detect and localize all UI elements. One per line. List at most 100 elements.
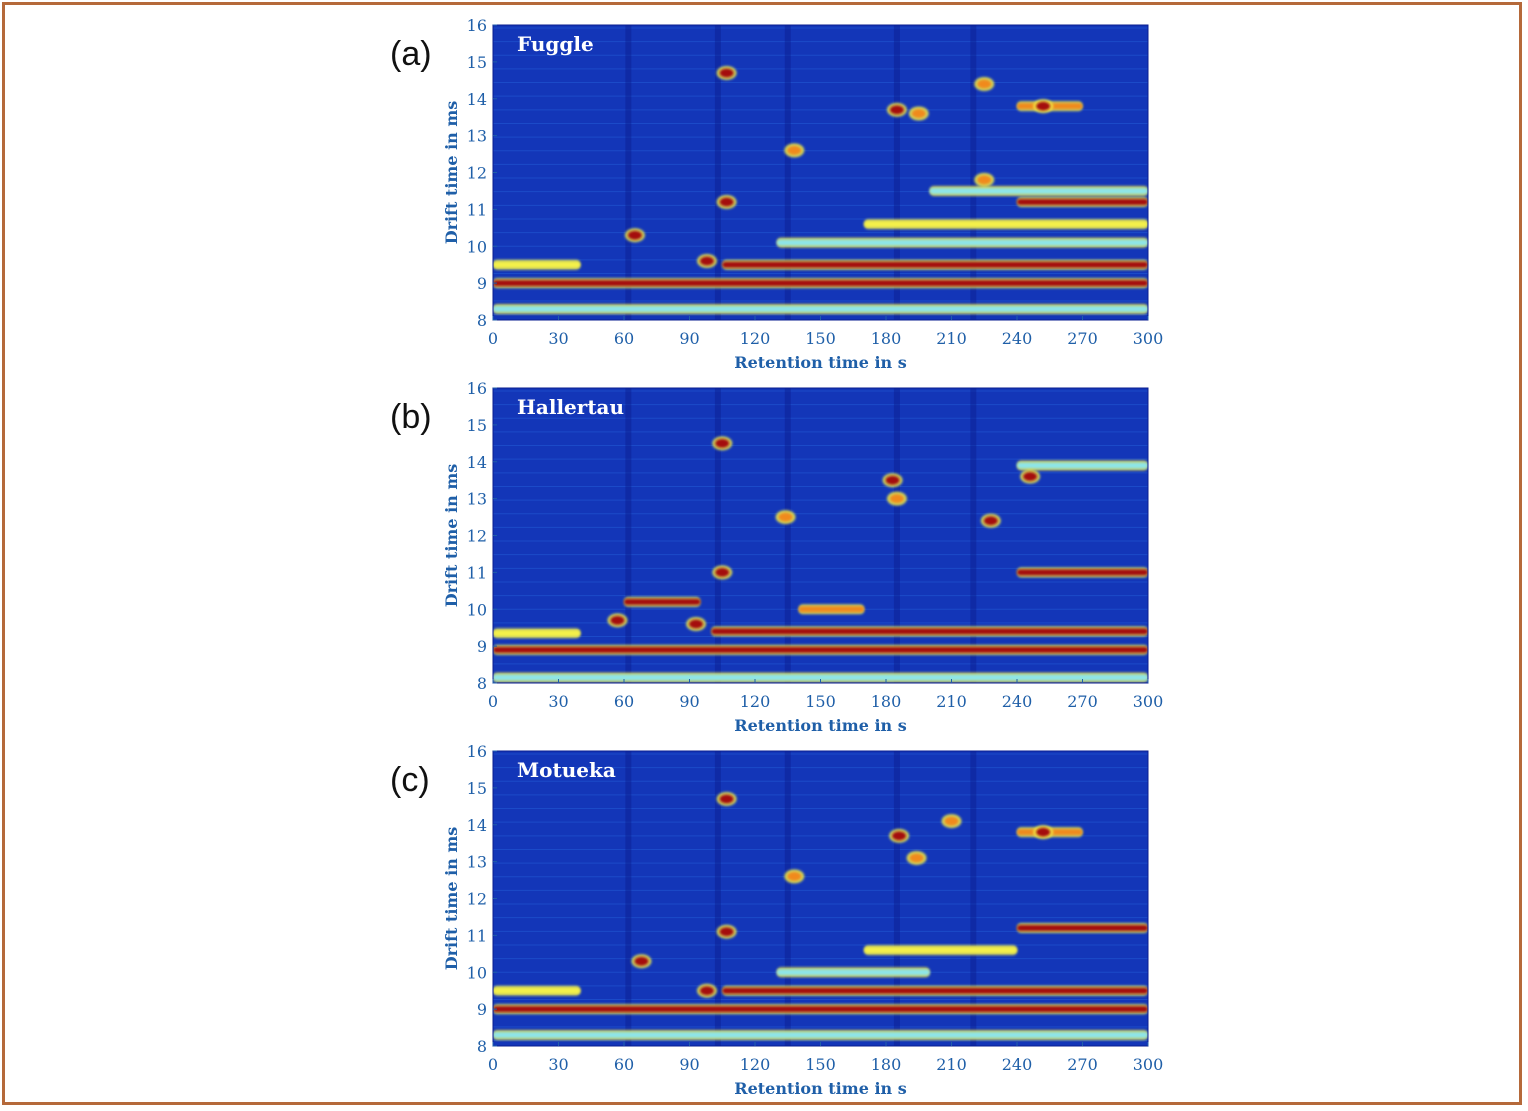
trough-column xyxy=(714,25,721,320)
x-tick-label: 60 xyxy=(614,1055,634,1074)
y-tick-label: 10 xyxy=(467,600,487,619)
x-tick-label: 60 xyxy=(614,329,634,348)
y-tick-label: 11 xyxy=(467,200,487,219)
y-tick-label: 15 xyxy=(467,779,487,798)
x-tick-label: 90 xyxy=(679,1055,699,1074)
x-tick-label: 150 xyxy=(805,692,836,711)
x-tick-label: 240 xyxy=(1002,1055,1033,1074)
trough-column xyxy=(893,25,900,320)
y-tick-label: 11 xyxy=(467,926,487,945)
y-tick-label: 9 xyxy=(477,274,487,293)
y-tick-label: 14 xyxy=(467,453,487,472)
x-tick-label: 60 xyxy=(614,692,634,711)
band-mark xyxy=(776,969,930,976)
band-mark xyxy=(722,987,1148,994)
panel-label: (a) xyxy=(390,35,432,73)
peak-mark xyxy=(977,175,992,185)
x-tick-label: 150 xyxy=(805,1055,836,1074)
x-tick-label: 270 xyxy=(1067,1055,1098,1074)
band-mark xyxy=(493,674,1148,681)
band-mark xyxy=(1017,925,1148,931)
band-mark xyxy=(864,947,1017,954)
chart-panel-3: 0 30 60 90 120 150 180 210 240 270 300 8 9 10 11 12 13 14… xyxy=(390,742,1163,1098)
peak-mark xyxy=(689,619,704,629)
x-axis-title: Retention time in s xyxy=(734,1079,906,1098)
trough-column xyxy=(714,751,721,1046)
y-tick-label: 8 xyxy=(477,674,487,693)
peak-mark xyxy=(911,109,926,118)
band-mark xyxy=(493,1006,1148,1013)
x-tick-label: 240 xyxy=(1002,692,1033,711)
x-tick-label: 180 xyxy=(871,329,902,348)
peak-mark xyxy=(787,871,802,881)
y-tick-label: 9 xyxy=(477,1000,487,1019)
y-tick-label: 9 xyxy=(477,637,487,656)
trough-column xyxy=(970,388,977,683)
y-tick-label: 10 xyxy=(467,963,487,982)
peak-mark xyxy=(889,105,904,115)
panel-label: (c) xyxy=(390,761,430,799)
x-tick-label: 120 xyxy=(740,1055,771,1074)
trough-column xyxy=(970,25,977,320)
x-tick-label: 180 xyxy=(871,1055,902,1074)
y-axis-title: Drift time in ms xyxy=(442,464,461,608)
x-axis-title: Retention time in s xyxy=(734,716,906,735)
trough-column xyxy=(784,751,791,1046)
x-tick-label: 120 xyxy=(740,692,771,711)
x-tick-label: 30 xyxy=(548,692,568,711)
peak-mark xyxy=(1023,472,1038,481)
y-tick-label: 16 xyxy=(467,16,487,35)
trough-column xyxy=(714,388,721,683)
peak-mark xyxy=(778,512,793,522)
peak-mark xyxy=(627,230,642,240)
trough-column xyxy=(784,25,791,320)
y-tick-label: 12 xyxy=(467,890,487,909)
band-mark xyxy=(493,630,581,637)
peak-mark xyxy=(719,197,734,207)
peak-mark xyxy=(719,794,734,804)
x-tick-label: 210 xyxy=(936,692,967,711)
peak-mark xyxy=(699,256,714,266)
chart-panel-2: 0 30 60 90 120 150 180 210 240 270 300 8 9 10 11 12 13 14… xyxy=(390,379,1163,735)
band-mark xyxy=(776,239,1148,246)
x-tick-label: 0 xyxy=(488,329,498,348)
y-tick-label: 8 xyxy=(477,311,487,330)
band-mark xyxy=(798,606,865,613)
trough-column xyxy=(625,751,632,1046)
band-mark xyxy=(929,187,1148,194)
y-tick-label: 16 xyxy=(467,742,487,761)
peak-mark xyxy=(892,831,907,841)
plot-area xyxy=(493,751,1148,1046)
trough-column xyxy=(625,25,632,320)
trough-column xyxy=(893,751,900,1046)
chart-title: Hallertau xyxy=(517,395,624,419)
trough-column xyxy=(625,388,632,683)
y-tick-label: 15 xyxy=(467,416,487,435)
y-tick-label: 14 xyxy=(467,816,487,835)
x-axis-title: Retention time in s xyxy=(734,353,906,372)
band-mark xyxy=(493,305,1148,312)
peak-mark xyxy=(787,145,802,155)
band-mark xyxy=(1017,462,1148,469)
peak-mark xyxy=(699,986,714,996)
x-tick-label: 300 xyxy=(1133,692,1164,711)
peak-mark xyxy=(889,494,904,504)
peak-mark xyxy=(885,475,900,485)
x-tick-label: 120 xyxy=(740,329,771,348)
y-tick-label: 8 xyxy=(477,1037,487,1056)
x-tick-label: 270 xyxy=(1067,692,1098,711)
y-tick-label: 11 xyxy=(467,563,487,582)
band-mark xyxy=(624,598,701,605)
x-tick-label: 0 xyxy=(488,692,498,711)
y-tick-label: 16 xyxy=(467,379,487,398)
band-mark xyxy=(722,261,1148,268)
x-tick-label: 240 xyxy=(1002,329,1033,348)
peak-mark xyxy=(610,615,625,625)
y-tick-label: 13 xyxy=(467,853,487,872)
x-tick-label: 300 xyxy=(1133,329,1164,348)
peak-mark xyxy=(719,927,734,937)
chart-title: Motueka xyxy=(517,758,616,782)
peak-mark xyxy=(1036,827,1051,837)
peak-mark xyxy=(909,853,924,863)
x-tick-label: 0 xyxy=(488,1055,498,1074)
